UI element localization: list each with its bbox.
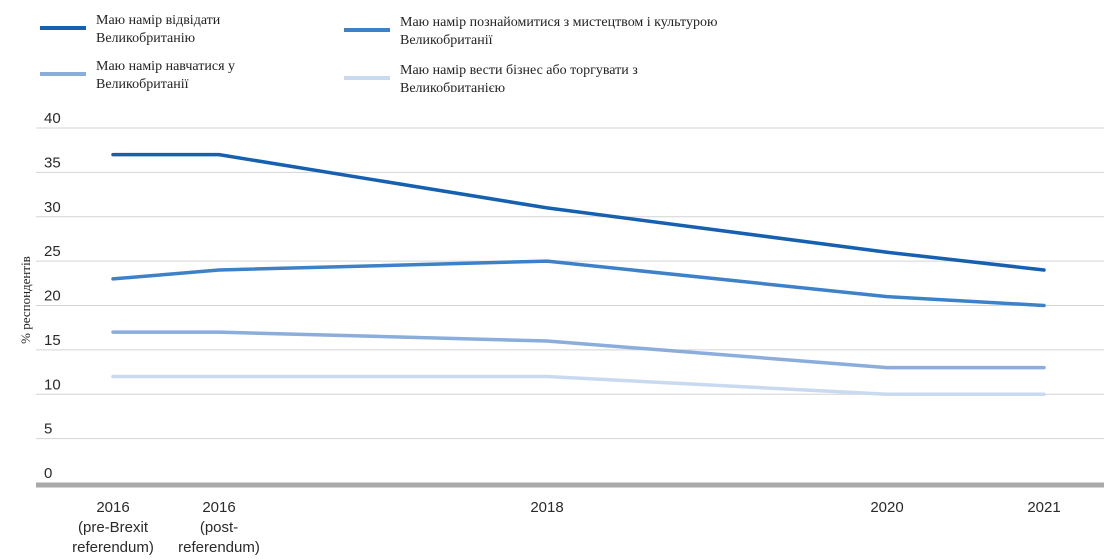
legend-swatch: [40, 26, 86, 30]
y-tick-label: 10: [44, 376, 61, 393]
legend-label: Маю намір познайомитися з мистецтвом і к…: [400, 15, 718, 48]
legend-swatch: [344, 28, 390, 32]
legend-label: Маю намір вести бізнес або торгувати з В…: [400, 63, 638, 92]
y-tick-label: 30: [44, 199, 61, 216]
legend-swatch: [344, 76, 390, 80]
series-line: [111, 152, 1046, 272]
legend-label: Маю намір навчатися у Великобританії: [96, 59, 236, 92]
legend-item-visit-uk: Маю намір відвідати Великобританію: [40, 12, 286, 48]
legend-item-study-uk: Маю намір навчатися у Великобританії: [40, 58, 286, 94]
y-tick-label: 5: [44, 421, 52, 438]
y-tick-label: 20: [44, 288, 61, 305]
y-tick-label: 0: [44, 465, 52, 482]
series-line: [111, 374, 1046, 396]
series-line: [111, 259, 1046, 308]
y-tick-label: 15: [44, 332, 61, 349]
legend-item-arts-culture: Маю намір познайомитися з мистецтвом і к…: [344, 14, 740, 50]
x-tick-label: 2016 (pre-Brexit referendum): [72, 499, 154, 556]
legend-item-business-trade: Маю намір вести бізнес або торгувати з В…: [344, 62, 740, 92]
x-tick-label: 2021: [1027, 499, 1060, 516]
legend-swatch: [40, 72, 86, 76]
y-tick-label: 35: [44, 154, 61, 171]
legend-label: Маю намір відвідати Великобританію: [96, 13, 221, 46]
y-tick-label: 25: [44, 243, 61, 260]
y-axis-title: % респондентів: [18, 256, 33, 344]
x-tick-label: 2018: [530, 499, 563, 516]
x-tick-label: 2020: [870, 499, 903, 516]
y-tick-label: 40: [44, 110, 61, 127]
x-tick-label: 2016 (post-referendum): [178, 499, 260, 556]
series-line: [111, 330, 1046, 370]
